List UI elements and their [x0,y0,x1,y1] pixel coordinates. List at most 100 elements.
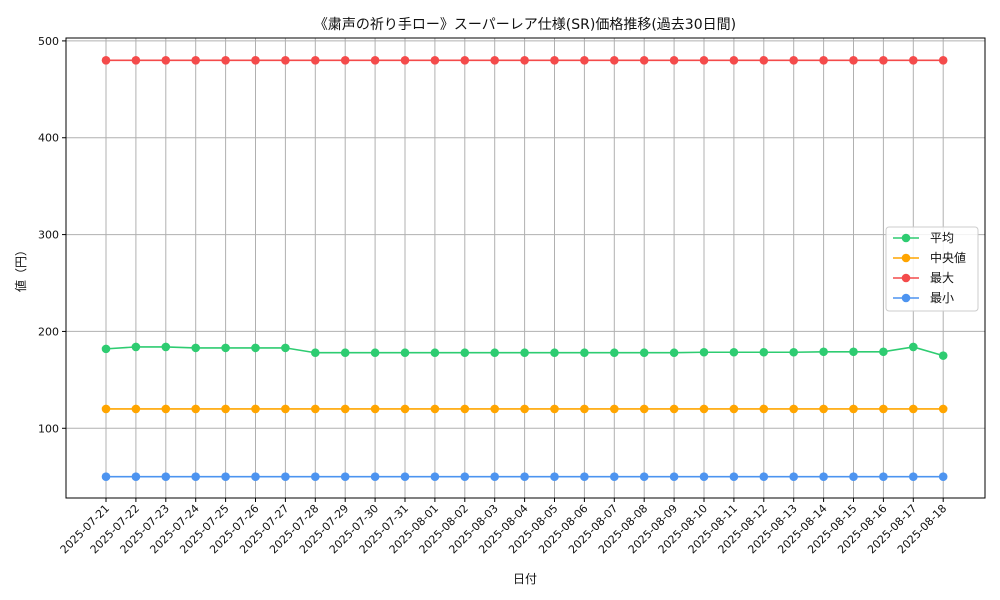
data-point [221,343,230,353]
data-point [490,348,500,358]
data-point [161,404,171,414]
data-point [639,404,649,414]
data-point [909,55,918,65]
y-axis-label: 値（円） [13,244,28,292]
data-point [938,351,948,360]
data-point [879,347,888,357]
data-point [729,55,739,65]
series-3 [101,472,948,481]
data-point [161,472,171,481]
y-tick-label: 400 [38,132,59,145]
data-point [580,348,589,358]
data-point [490,472,500,481]
data-point [161,342,171,352]
data-point [759,472,769,481]
data-point [699,472,709,481]
data-point [340,348,350,358]
data-point [909,404,918,414]
data-point [460,404,470,414]
data-point [729,472,739,481]
data-point [101,472,111,481]
data-point [729,347,739,357]
data-point [131,472,141,481]
data-point [849,347,858,357]
y-tick-label: 100 [38,422,59,435]
data-point [639,472,649,481]
data-point [520,348,529,358]
data-point [789,404,798,414]
data-point [849,55,858,65]
data-point [490,55,500,65]
legend-item: 最大 [893,271,954,285]
legend-swatch-marker [901,233,911,243]
data-point [879,472,888,481]
data-point [191,55,200,65]
data-point [729,404,739,414]
data-point [909,472,918,481]
data-point [340,404,350,414]
data-point [819,55,828,65]
series-1 [101,404,948,414]
data-point [639,348,649,358]
data-point [430,404,440,414]
data-point [311,472,320,481]
series-layer [101,55,948,481]
data-point [789,347,798,357]
data-point [819,472,828,481]
grid [66,38,985,498]
legend-label: 最小 [930,291,954,305]
y-axis: 100 200 300 400 500 [38,35,66,435]
data-point [191,472,200,481]
legend-label: 中央値 [930,250,966,265]
data-point [759,347,769,357]
data-point [161,55,171,65]
data-point [131,404,141,414]
legend-swatch-marker [901,293,911,303]
data-point [221,404,230,414]
chart-title: 《粛声の祈り手ロー》スーパーレア仕様(SR)価格推移(過去30日間) [314,17,736,33]
data-point [610,55,619,65]
data-point [460,348,470,358]
y-tick-label: 500 [38,35,59,48]
data-point [281,404,290,414]
data-point [251,343,260,353]
data-point [849,472,858,481]
data-point [699,404,709,414]
data-point [819,404,828,414]
data-point [550,348,559,358]
data-point [669,472,679,481]
data-point [789,472,798,481]
data-point [221,472,230,481]
data-point [340,472,350,481]
data-point [370,348,380,358]
y-tick-label: 300 [38,229,59,242]
data-point [191,343,200,353]
data-point [311,55,320,65]
data-point [550,404,559,414]
data-point [580,55,589,65]
data-point [699,347,709,357]
data-point [340,55,350,65]
data-point [131,342,141,352]
legend-swatch-marker [901,273,911,283]
data-point [520,404,529,414]
data-point [938,55,948,65]
data-point [400,472,410,481]
data-point [789,55,798,65]
data-point [759,404,769,414]
data-point [490,404,500,414]
data-point [938,472,948,481]
legend-box [885,226,979,312]
plot-frame [65,37,986,499]
data-point [191,404,200,414]
data-point [759,55,769,65]
x-axis-label: 日付 [513,572,537,586]
data-point [879,404,888,414]
data-point [909,342,918,352]
legend-swatch-marker [901,253,911,263]
data-point [400,348,410,358]
data-point [639,55,649,65]
data-point [400,55,410,65]
data-point [370,472,380,481]
series-0 [101,342,948,360]
